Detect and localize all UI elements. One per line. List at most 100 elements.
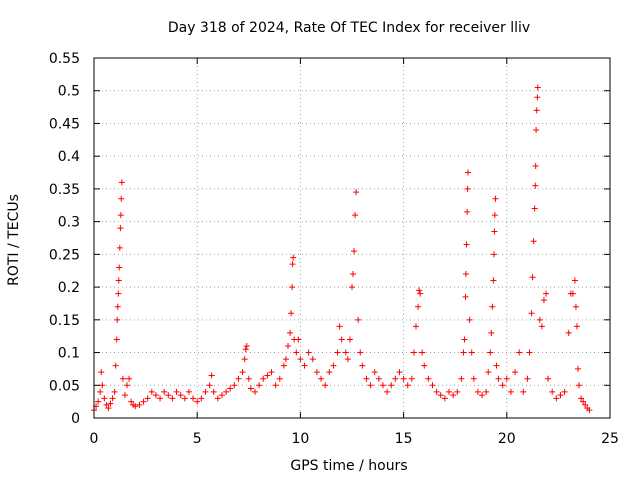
data-point — [580, 398, 587, 405]
data-point — [545, 375, 552, 382]
data-point — [507, 388, 514, 395]
data-point — [485, 369, 492, 376]
data-point — [173, 388, 180, 395]
data-point — [198, 395, 205, 402]
data-point — [532, 182, 539, 189]
data-point — [245, 375, 252, 382]
data-point — [363, 375, 370, 382]
data-point — [109, 395, 116, 402]
data-point — [573, 323, 580, 330]
data-point — [264, 372, 271, 379]
tick-labels: 0 5 10 15 20 25 0 0.05 0.1 0.15 0.2 0.25 0.3 0.35 0.4 0… — [49, 51, 619, 447]
data-point — [536, 316, 543, 323]
data-point — [468, 349, 475, 356]
x-tick-label: 5 — [193, 431, 202, 447]
y-tick-label: 0.05 — [49, 378, 80, 394]
data-point — [355, 316, 362, 323]
data-point — [575, 365, 582, 372]
data-point — [460, 349, 467, 356]
data-point — [95, 398, 102, 405]
data-point — [290, 254, 297, 261]
data-point — [416, 287, 423, 294]
data-point — [247, 385, 254, 392]
data-point — [318, 375, 325, 382]
data-point — [462, 293, 469, 300]
data-point — [210, 388, 217, 395]
data-point — [532, 163, 539, 169]
data-point — [487, 349, 494, 356]
grid-lines — [94, 58, 610, 418]
data-point — [437, 392, 444, 399]
data-point — [98, 369, 105, 376]
data-point — [529, 274, 536, 281]
data-point — [208, 372, 215, 379]
data-point — [185, 388, 192, 395]
data-point — [326, 369, 333, 376]
data-point — [242, 346, 249, 353]
data-point — [313, 369, 320, 376]
data-point — [586, 407, 593, 414]
data-point — [582, 401, 589, 408]
data-point — [561, 388, 568, 395]
data-point — [565, 329, 572, 336]
data-point — [392, 375, 399, 382]
data-point — [461, 336, 468, 343]
data-point — [114, 316, 121, 323]
data-point — [491, 212, 498, 219]
plot-frame — [93, 57, 611, 419]
data-point — [272, 382, 279, 389]
data-point — [534, 84, 541, 91]
data-point — [419, 349, 426, 356]
data-point — [524, 375, 531, 382]
data-point — [351, 248, 358, 255]
data-point — [268, 369, 275, 376]
data-point — [353, 189, 360, 196]
x-tick-label: 10 — [291, 431, 309, 447]
data-point — [462, 271, 469, 277]
data-point — [206, 382, 213, 389]
data-point — [429, 382, 436, 389]
data-point — [488, 329, 495, 336]
data-point — [116, 244, 123, 251]
data-point — [121, 392, 128, 399]
data-point — [534, 94, 541, 101]
data-point — [132, 403, 139, 410]
y-axis-label: ROTI / TECUs — [6, 194, 22, 286]
data-point — [408, 375, 415, 382]
y-tick-label: 0.5 — [58, 84, 80, 100]
y-tick-label: 0.55 — [49, 51, 80, 67]
data-point — [101, 395, 108, 402]
data-point — [97, 388, 104, 395]
data-point — [309, 356, 316, 363]
data-point — [342, 349, 349, 356]
data-point — [516, 349, 523, 356]
data-point — [571, 277, 578, 284]
data-point — [177, 392, 184, 399]
data-point — [115, 290, 122, 297]
y-tick-label: 0.45 — [49, 116, 80, 132]
y-tick-label: 0 — [71, 411, 80, 427]
data-point — [388, 382, 395, 389]
data-point — [112, 362, 119, 369]
data-point — [114, 303, 121, 310]
data-point — [470, 375, 477, 382]
data-point — [231, 382, 238, 389]
data-point — [235, 375, 242, 382]
data-point — [256, 382, 263, 389]
y-tick-label: 0.2 — [58, 280, 80, 296]
data-point — [533, 127, 540, 133]
data-point — [288, 310, 295, 317]
data-point — [181, 395, 188, 402]
data-point — [119, 375, 126, 382]
data-point — [417, 290, 424, 297]
data-point — [463, 241, 470, 248]
data-point — [490, 277, 497, 284]
data-point — [495, 375, 502, 382]
data-point — [227, 385, 234, 392]
y-tick-label: 0.35 — [49, 182, 80, 198]
data-point — [118, 195, 125, 202]
data-point — [223, 388, 230, 395]
data-point — [161, 388, 168, 395]
data-point — [464, 169, 471, 176]
